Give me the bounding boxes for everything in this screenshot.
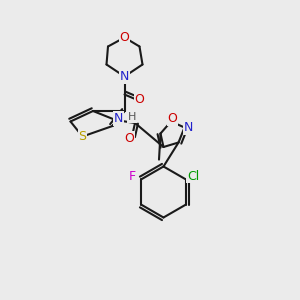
Text: O: O: [124, 131, 134, 145]
Text: N: N: [120, 70, 129, 83]
Text: Cl: Cl: [187, 170, 199, 183]
Text: O: O: [135, 93, 144, 106]
Text: H: H: [128, 112, 136, 122]
Text: N: N: [114, 112, 123, 125]
Text: N: N: [183, 121, 193, 134]
Text: F: F: [129, 170, 136, 183]
Text: O: O: [120, 31, 129, 44]
Text: S: S: [79, 130, 86, 143]
Text: O: O: [168, 112, 177, 125]
